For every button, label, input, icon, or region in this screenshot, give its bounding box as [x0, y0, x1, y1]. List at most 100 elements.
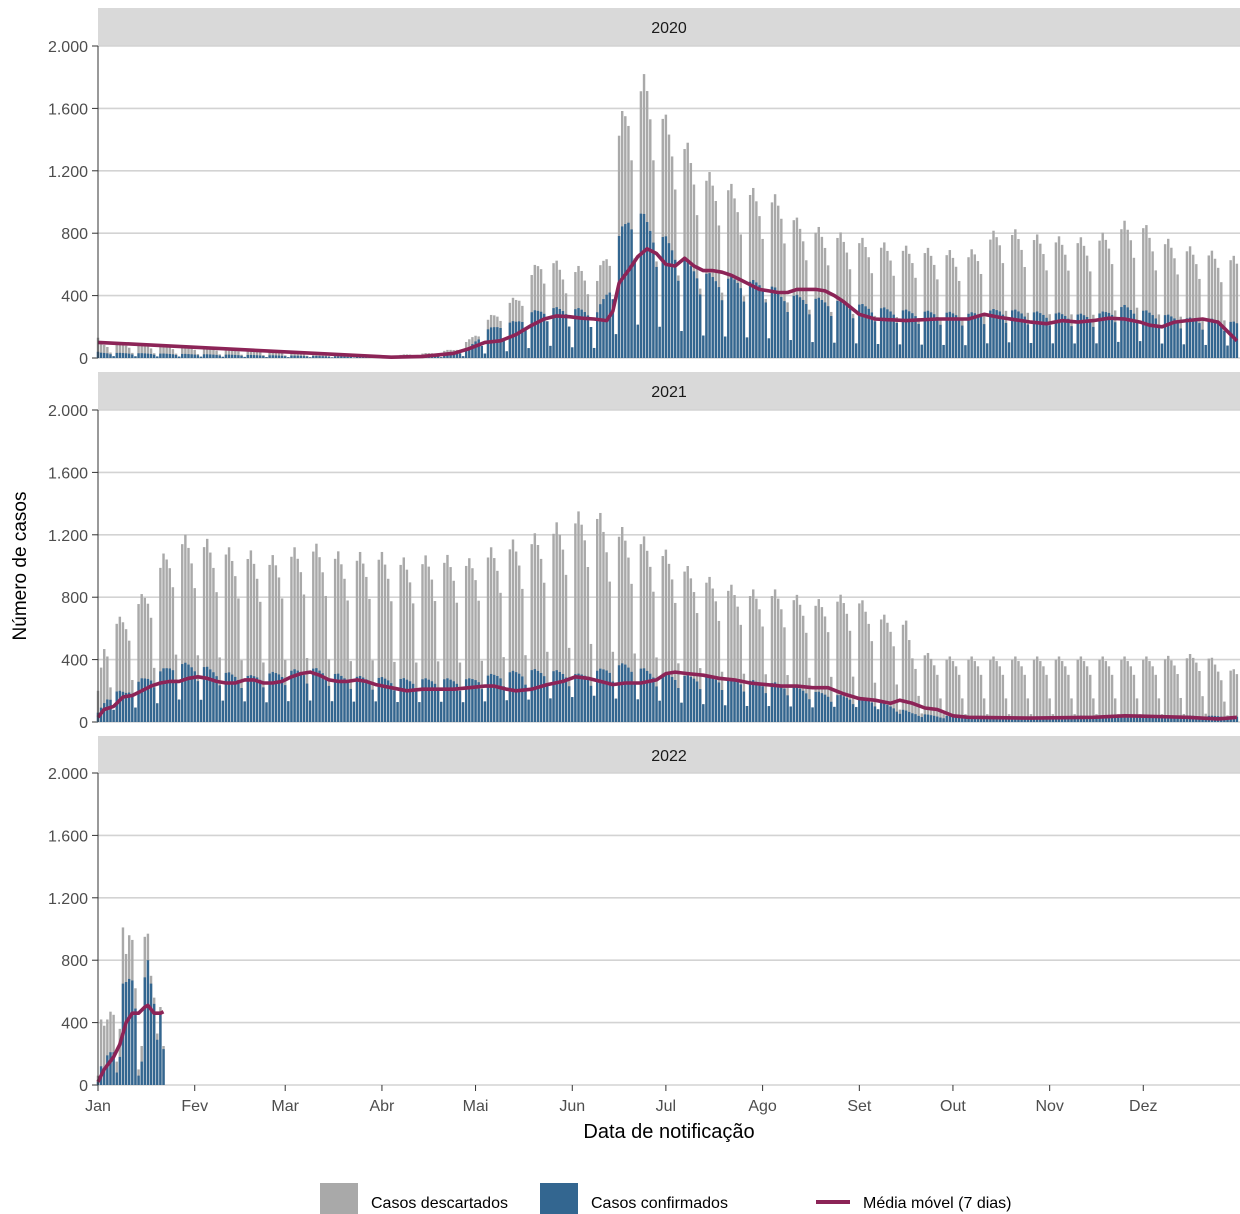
- bar-confirmed: [302, 675, 306, 722]
- bar-confirmed: [848, 308, 852, 358]
- bar-confirmed: [143, 353, 147, 358]
- bar-discarded: [302, 594, 306, 722]
- bar-confirmed: [212, 354, 215, 358]
- bar-confirmed: [979, 316, 983, 358]
- x-tick-label-ago: Ago: [748, 1098, 777, 1115]
- bar-confirmed: [230, 354, 234, 358]
- bar-confirmed: [792, 295, 796, 358]
- bar-discarded: [514, 551, 518, 722]
- bar-discarded: [599, 512, 602, 722]
- bar-discarded: [1173, 258, 1176, 358]
- bar-discarded: [1098, 659, 1101, 722]
- bar-confirmed: [549, 698, 552, 722]
- bar-discarded: [143, 597, 147, 722]
- bar-confirmed: [817, 691, 820, 722]
- bar-discarded: [883, 242, 886, 358]
- bar-confirmed: [639, 213, 643, 358]
- bar-confirmed: [1110, 716, 1114, 722]
- bar-confirmed: [402, 678, 405, 722]
- bar-confirmed: [368, 682, 371, 722]
- bar-confirmed: [817, 297, 820, 358]
- bar-discarded: [471, 568, 474, 722]
- bar-confirmed: [920, 344, 923, 358]
- facet-label-2020: 2020: [651, 20, 687, 37]
- bar-discarded: [926, 247, 930, 358]
- bar-confirmed: [243, 356, 246, 358]
- bar-confirmed: [312, 668, 315, 722]
- bar-discarded: [755, 598, 758, 722]
- bar-discarded: [302, 353, 306, 358]
- bar-confirmed: [514, 672, 518, 722]
- bar-confirmed: [1017, 311, 1020, 358]
- bar-discarded: [1057, 236, 1061, 358]
- bar-confirmed: [115, 1072, 118, 1085]
- bar-confirmed: [315, 356, 318, 358]
- bar-discarded: [315, 543, 318, 722]
- bar-confirmed: [698, 689, 702, 722]
- bar-discarded: [1148, 237, 1151, 358]
- bar-confirmed: [645, 222, 649, 358]
- bar-discarded: [1001, 674, 1005, 722]
- bar-confirmed: [371, 689, 374, 722]
- legend-swatch-discarded: [320, 1183, 358, 1214]
- bar-confirmed: [127, 692, 131, 722]
- bar-confirmed: [1129, 715, 1133, 722]
- bar-confirmed: [1167, 715, 1170, 722]
- bar-discarded: [1170, 660, 1173, 722]
- bar-confirmed: [468, 347, 471, 358]
- bar-confirmed: [212, 672, 215, 722]
- bar-confirmed: [596, 670, 599, 722]
- bar-discarded: [1011, 234, 1014, 358]
- bar-confirmed: [227, 672, 231, 722]
- bar-confirmed: [561, 311, 565, 358]
- bar-confirmed: [1048, 717, 1051, 722]
- bar-confirmed: [1004, 322, 1008, 358]
- bar-discarded: [536, 545, 540, 722]
- bar-discarded: [889, 260, 892, 358]
- bar-discarded: [583, 540, 586, 722]
- moving-average-line-2020: [97, 247, 1239, 359]
- bar-confirmed: [355, 676, 359, 722]
- bar-confirmed: [121, 691, 125, 722]
- bar-discarded: [227, 348, 231, 358]
- y-tick-label: 400: [61, 289, 88, 306]
- bar-confirmed: [265, 702, 268, 722]
- y-tick-label: 0: [79, 715, 88, 732]
- bar-confirmed: [449, 679, 452, 722]
- bar-discarded: [171, 587, 175, 722]
- bar-confirmed: [845, 304, 849, 358]
- bar-discarded: [839, 594, 842, 722]
- bar-confirmed: [474, 680, 477, 722]
- bar-confirmed: [530, 670, 533, 722]
- bar-discarded: [805, 632, 808, 722]
- bar-discarded: [1220, 282, 1223, 358]
- bar-discarded: [1076, 243, 1079, 358]
- bar-discarded: [121, 344, 125, 358]
- bar-discarded: [948, 250, 952, 358]
- bar-confirmed: [177, 356, 181, 358]
- bar-confirmed: [945, 715, 948, 722]
- bar-confirmed: [814, 298, 817, 358]
- bar-discarded: [209, 552, 212, 722]
- bar-confirmed: [137, 353, 140, 358]
- bar-discarded: [274, 565, 278, 722]
- bar-discarded: [889, 631, 892, 722]
- bar-discarded: [1216, 671, 1220, 722]
- bar-confirmed: [146, 960, 150, 1085]
- bar-discarded: [259, 352, 262, 358]
- bar-confirmed: [480, 689, 484, 722]
- bar-confirmed: [889, 706, 892, 722]
- bar-confirmed: [864, 306, 867, 358]
- bar-discarded: [727, 590, 730, 722]
- bar-confirmed: [636, 324, 640, 358]
- bar-discarded: [181, 346, 184, 358]
- bar-discarded: [121, 622, 125, 722]
- bar-discarded: [268, 350, 271, 358]
- facet-strip-2020: [98, 8, 1240, 46]
- bar-confirmed: [127, 353, 131, 358]
- bar-confirmed: [552, 671, 555, 722]
- bar-discarded: [386, 578, 390, 722]
- bar-discarded: [870, 641, 874, 722]
- facet-label-2022: 2022: [651, 748, 687, 765]
- bar-confirmed: [152, 687, 156, 722]
